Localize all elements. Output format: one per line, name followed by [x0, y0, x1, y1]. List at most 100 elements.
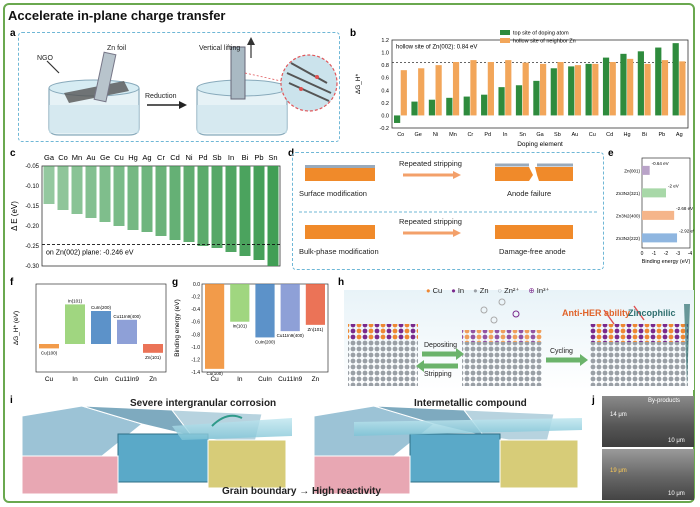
bar-Bi-1 — [644, 63, 651, 116]
value-label: -2.68 eV — [676, 206, 693, 211]
bar-Ga — [43, 166, 55, 204]
bar-Cr — [155, 166, 167, 236]
x-tick-label: 0 — [641, 251, 644, 257]
top-label: Sn — [268, 153, 277, 162]
bar-Cu-1 — [592, 63, 599, 116]
panel-i-scheme — [21, 405, 582, 495]
legend-label-0: top site of doping atom — [513, 31, 569, 37]
byproducts-label: By-products — [648, 398, 681, 404]
chart-e: Zn(001) -0.64 eV Zn3N2(321) -2 eV Zn3N2(400)… — [616, 157, 694, 265]
y-tick-label: 0.2 — [381, 101, 389, 107]
tag-label: Cu11In9(400) — [113, 314, 141, 319]
reduction-label: Reduction — [145, 93, 177, 100]
top-label: Sb — [212, 153, 221, 162]
bar-Pd — [197, 166, 209, 246]
x-tick-label: CuIn — [258, 376, 272, 383]
bar-Cu11In9 — [117, 319, 137, 344]
x-tick-label: Mn — [449, 132, 457, 138]
cat-label: Zn3N2(321) — [616, 191, 641, 196]
panel-d: Surface modification Repeated stripping … — [292, 152, 604, 270]
tag-label: CuIn(200) — [91, 305, 112, 310]
y-tick-label: 0.4 — [381, 88, 389, 94]
bar-Cu-0 — [585, 63, 592, 116]
legend-swatch-1 — [500, 38, 510, 43]
bar-Sn-0 — [515, 85, 523, 116]
panel-g-label: g — [172, 277, 179, 288]
panel-e-label: e — [608, 148, 614, 159]
bar-Zn — [143, 344, 163, 353]
repeated-stripping-2: Repeated stripping — [399, 217, 462, 226]
x-tick-label: Bi — [642, 132, 647, 138]
top-label: Hg — [128, 153, 138, 162]
x-axis-label: Binding energy (eV) — [642, 259, 691, 265]
bar-Cu — [113, 166, 125, 226]
legend-cu: ● Cu — [426, 286, 443, 295]
y-tick-label: -0.4 — [191, 307, 200, 313]
x-tick-label: Zn — [149, 376, 157, 383]
bar-Co-0 — [394, 115, 401, 123]
y-tick-label: -0.30 — [25, 264, 39, 270]
x-tick-label: Cr — [467, 132, 473, 138]
y-tick-label: -1.2 — [191, 357, 200, 363]
bar-Ge-1 — [418, 68, 425, 116]
tag-label: Cu11In9(400) — [277, 333, 305, 338]
legend-zn: ● Zn — [473, 286, 489, 295]
cat-label: Zn3N2(222) — [616, 236, 641, 241]
x-tick-label: Ga — [536, 132, 544, 138]
thickness-2: 19 μm — [610, 468, 627, 474]
anode-failure-label: Anode failure — [507, 189, 552, 198]
panel-d-label: d — [288, 148, 295, 159]
bar-Hg — [127, 166, 139, 230]
bar-Bi — [239, 166, 251, 256]
bar-Au-0 — [568, 66, 575, 116]
plot-frame — [391, 39, 689, 129]
legend-in3: ⊕ In³⁺ — [528, 286, 550, 295]
value-label: -2.92 eV — [679, 228, 694, 233]
x-tick-label: Cu — [45, 376, 54, 383]
x-tick-label: In — [72, 376, 78, 383]
bar-Ni-1 — [435, 65, 442, 116]
vertical-lifting-label: Vertical lifting — [199, 45, 241, 52]
ngo-label: NGO — [37, 55, 53, 62]
bar-Ni-0 — [428, 99, 436, 116]
panel-h-label: h — [338, 277, 345, 288]
y-tick-label: -0.15 — [25, 204, 39, 210]
cat-label: Zn(001) — [624, 169, 640, 174]
bar-Pd-0 — [481, 94, 488, 116]
bar-Sb-0 — [550, 68, 557, 116]
value-label: -0.64 eV — [652, 161, 669, 166]
bar-CuIn — [255, 284, 275, 338]
top-label: Cr — [157, 153, 165, 162]
top-label: Ag — [142, 153, 151, 162]
top-label: Ni — [185, 153, 192, 162]
figure-title: Accelerate in-plane charge transfer — [8, 8, 226, 23]
x-tick-label: Sb — [554, 132, 561, 138]
y-tick-label: -1.4 — [191, 370, 200, 376]
panel-a: Zn foil Vertical lifting NGO Reduction — [18, 32, 340, 142]
panel-h-scheme — [344, 290, 694, 390]
bar-In — [65, 304, 85, 344]
bar-Mn-0 — [446, 97, 453, 116]
y-axis-label: ΔG_H* (eV) — [13, 311, 20, 345]
bar-Ga-0 — [533, 80, 540, 116]
bar-In-0 — [498, 87, 505, 116]
panel-i-label: i — [10, 395, 13, 406]
bar-Mn-1 — [452, 62, 460, 116]
bar-Hg-0 — [620, 53, 627, 116]
bar-Sn — [267, 166, 279, 266]
top-label: Pd — [198, 153, 207, 162]
x-tick-label: CuIn — [94, 376, 108, 383]
bar-3 — [642, 233, 678, 243]
x-tick-label: -2 — [664, 251, 669, 257]
panel-j: By-products 14 μm 19 μm 10 μm 10 μm — [602, 396, 694, 500]
top-label: Au — [86, 153, 95, 162]
cat-label: Zn3N2(400) — [616, 214, 641, 219]
bar-2 — [642, 210, 675, 220]
bar-Pb — [253, 166, 265, 260]
x-tick-label: Ag — [676, 132, 683, 138]
bar-CuIn — [91, 311, 111, 344]
y-tick-label: -0.20 — [25, 224, 39, 230]
x-tick-label: Au — [571, 132, 578, 138]
anti-her-label: Anti-HER ability — [562, 308, 631, 318]
bar-Ag-1 — [679, 61, 686, 116]
